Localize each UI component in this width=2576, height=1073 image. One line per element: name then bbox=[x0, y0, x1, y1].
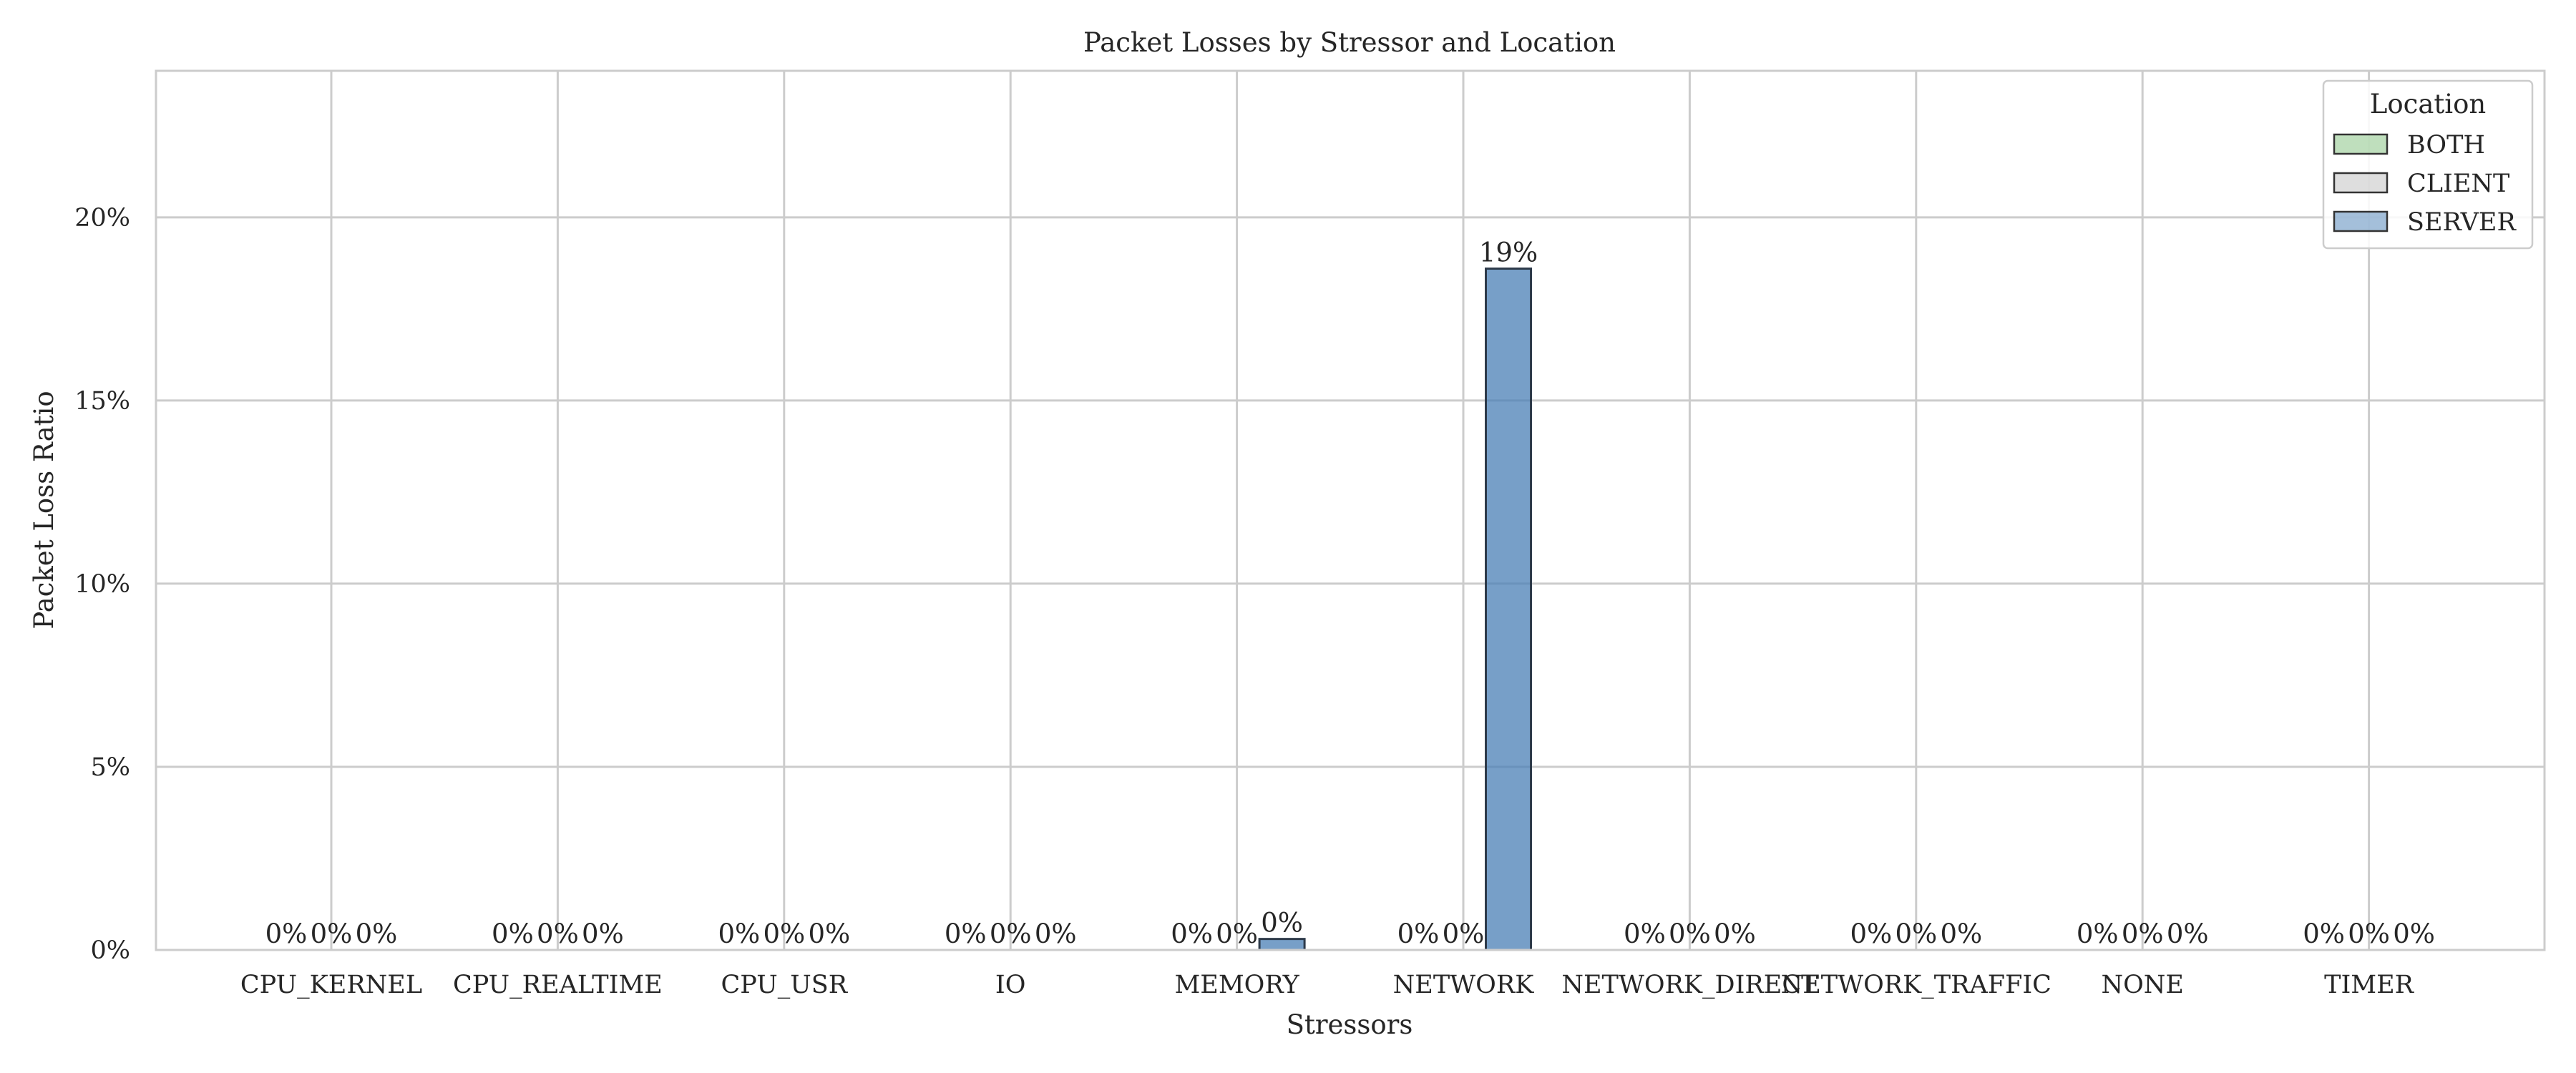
bar-value-label: 0% bbox=[763, 918, 805, 949]
x-tick-label: CPU_KERNEL bbox=[240, 971, 422, 999]
x-tick-label: CPU_REALTIME bbox=[453, 971, 663, 999]
legend-box bbox=[2322, 79, 2534, 250]
bar-value-label: 0% bbox=[356, 918, 398, 949]
x-tick-label: NETWORK bbox=[1393, 971, 1535, 999]
bar-value-label: 0% bbox=[492, 918, 534, 949]
bar-value-label: 0% bbox=[1261, 908, 1303, 939]
y-tick-label: 0% bbox=[90, 936, 130, 965]
bar-value-label: 0% bbox=[1669, 918, 1711, 949]
bar-server bbox=[1485, 268, 1532, 951]
bar-value-label: 0% bbox=[2077, 918, 2119, 949]
x-tick-label: TIMER bbox=[2324, 971, 2415, 999]
y-axis-label: Packet Loss Ratio bbox=[29, 391, 59, 629]
bar-value-label: 0% bbox=[1171, 918, 1213, 949]
bar-value-label: 0% bbox=[2393, 918, 2435, 949]
bar-value-label: 0% bbox=[1714, 918, 1756, 949]
bar-value-label: 0% bbox=[2167, 918, 2209, 949]
x-axis-label: Stressors bbox=[1287, 1009, 1413, 1040]
y-tick-label: 15% bbox=[74, 387, 130, 416]
y-tick-label: 20% bbox=[74, 204, 130, 232]
x-tick-label: MEMORY bbox=[1174, 971, 1299, 999]
legend-label-server: SERVER bbox=[2407, 208, 2517, 237]
bar-value-label: 0% bbox=[1443, 918, 1485, 949]
legend-label-both: BOTH bbox=[2407, 131, 2485, 160]
bar-value-label: 0% bbox=[311, 918, 353, 949]
legend-swatch-both bbox=[2333, 133, 2389, 155]
bar-value-label: 0% bbox=[718, 918, 760, 949]
bar-value-label: 0% bbox=[2348, 918, 2390, 949]
bar-value-label: 0% bbox=[2303, 918, 2345, 949]
legend-label-client: CLIENT bbox=[2407, 170, 2509, 198]
legend-title: Location bbox=[2370, 89, 2486, 119]
bar-value-label: 0% bbox=[2122, 918, 2164, 949]
legend-swatch-server bbox=[2333, 210, 2389, 232]
bar-server bbox=[1258, 938, 1306, 951]
x-tick-label: IO bbox=[995, 971, 1026, 999]
bar-value-label: 0% bbox=[265, 918, 308, 949]
bar-value-label: 0% bbox=[537, 918, 579, 949]
plot-frame bbox=[155, 69, 2546, 951]
grid-lines bbox=[156, 71, 2545, 951]
bar-value-label: 0% bbox=[1895, 918, 1937, 949]
x-tick-label: CPU_USR bbox=[721, 971, 849, 999]
y-tick-label: 10% bbox=[74, 570, 130, 599]
x-tick-label: NETWORK_TRAFFIC bbox=[1781, 971, 2051, 999]
bar-labels: 0% 0% 0% 0% 0% 0% 0% 0% 0% 0%0% 0% 0% 0% 0% 0% 0% 0% 0% 0%… bbox=[265, 237, 2435, 949]
bar-value-label: 0% bbox=[990, 918, 1032, 949]
bar-value-label: 0% bbox=[808, 918, 850, 949]
x-tick-label: NONE bbox=[2101, 971, 2184, 999]
bar-value-label: 0% bbox=[1940, 918, 1982, 949]
legend: Location BOTH CLIENT SERVER bbox=[2322, 79, 2534, 250]
x-tick-label: NETWORK_DIRECT bbox=[1561, 971, 1818, 999]
bar-value-label: 0% bbox=[1216, 918, 1258, 949]
bar-value-label: 0% bbox=[945, 918, 987, 949]
bar-value-label: 0% bbox=[1850, 918, 1892, 949]
bar-value-label: 0% bbox=[1397, 918, 1440, 949]
bar-value-label: 0% bbox=[1624, 918, 1666, 949]
legend-swatch-client bbox=[2333, 172, 2389, 194]
bar-value-label: 0% bbox=[582, 918, 624, 949]
tick-labels: 0% 5% 10% 15% 20% CPU_KERNEL CPU_REALTIME CPU_U… bbox=[74, 204, 2414, 999]
bar-value-label: 0% bbox=[1035, 918, 1077, 949]
chart-title: Packet Losses by Stressor and Location bbox=[1083, 27, 1616, 58]
y-tick-label: 5% bbox=[90, 753, 130, 782]
bars bbox=[1258, 268, 1532, 951]
bar-value-label: 19% bbox=[1479, 237, 1538, 268]
